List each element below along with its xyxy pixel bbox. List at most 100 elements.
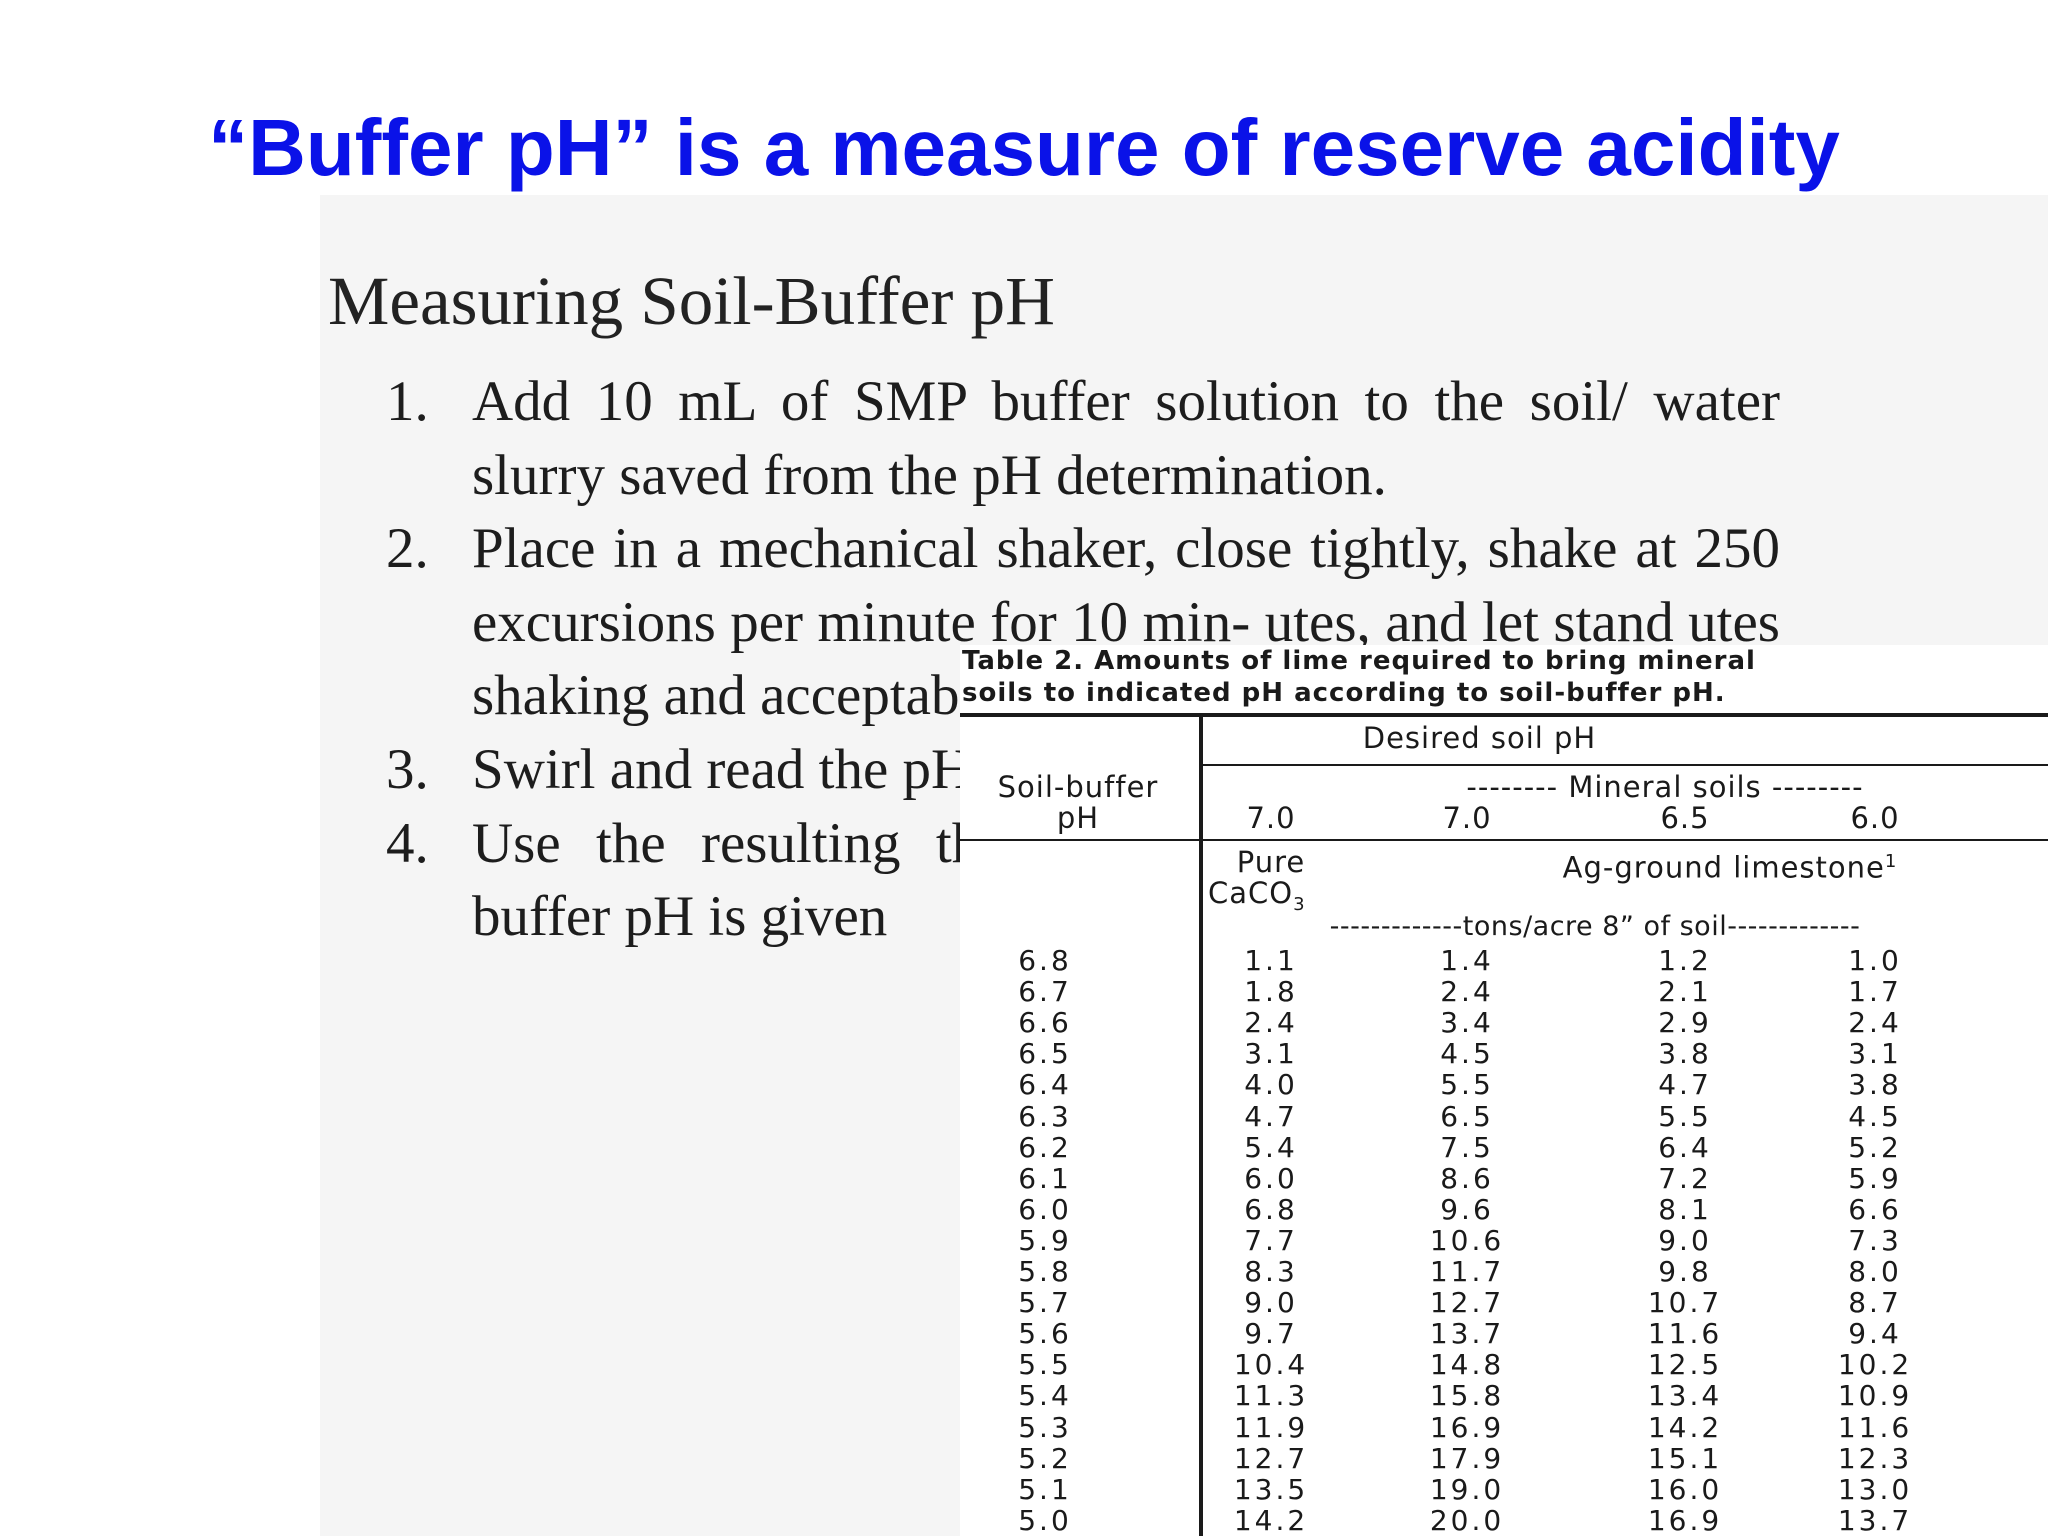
buffer-ph-cell: 6.8 <box>1018 944 1072 977</box>
lime-value-cell: 3.1 <box>1848 1037 1902 1071</box>
lime-value-cell: 4.5 <box>1848 1099 1902 1133</box>
lime-value-cell: 16.9 <box>1647 1503 1723 1536</box>
ag-label-text: Ag-ground limestone <box>1562 850 1885 885</box>
lime-value-cell: 3.1 <box>1244 1037 1298 1071</box>
lime-value-cell: 10.4 <box>1233 1348 1309 1382</box>
pure-formula: CaCO3 <box>1208 878 1320 920</box>
lime-value-cell: 6.0 <box>1244 1161 1298 1195</box>
buffer-ph-cell: 6.2 <box>1018 1130 1072 1164</box>
lime-value-cell: 2.4 <box>1440 975 1494 1009</box>
lime-value-cell: 5.2 <box>1848 1130 1902 1164</box>
buffer-ph-cell: 6.1 <box>1018 1161 1072 1195</box>
lime-value-cell: 9.4 <box>1848 1317 1902 1351</box>
buffer-ph-cell: 5.8 <box>1018 1255 1072 1288</box>
pure-formula-text: CaCO <box>1208 876 1294 910</box>
lime-value-cell: 14.2 <box>1647 1410 1723 1444</box>
lime-value-cell: 7.5 <box>1440 1130 1494 1164</box>
lime-value-cell: 8.7 <box>1848 1286 1902 1320</box>
lime-value-cell: 13.7 <box>1429 1317 1505 1351</box>
buffer-ph-cell: 5.7 <box>1018 1286 1072 1320</box>
buffer-ph-cell: 5.1 <box>1018 1472 1072 1506</box>
lime-value-cell: 2.1 <box>1658 975 1712 1009</box>
buffer-ph-cell: 5.2 <box>1018 1441 1072 1475</box>
lime-value-cell: 5.5 <box>1658 1099 1712 1133</box>
lime-value-cell: 10.9 <box>1837 1379 1913 1413</box>
lime-value-cell: 1.8 <box>1244 975 1298 1009</box>
lime-value-cell: 9.0 <box>1658 1223 1712 1257</box>
lime-value-cell: 1.4 <box>1440 944 1494 977</box>
buffer-ph-cell: 5.3 <box>1018 1410 1072 1444</box>
lime-value-cell: 4.7 <box>1658 1068 1712 1102</box>
buffer-ph-cell: 5.6 <box>1018 1317 1072 1351</box>
buffer-ph-cell: 5.5 <box>1018 1348 1072 1382</box>
lime-value-cell: 9.8 <box>1658 1255 1712 1288</box>
lime-value-cell: 2.4 <box>1848 1006 1902 1040</box>
lime-value-cell: 12.7 <box>1233 1441 1309 1475</box>
lime-value-cell: 15.8 <box>1429 1379 1505 1413</box>
lime-value-cell: 19.0 <box>1429 1472 1505 1506</box>
lime-value-cell: 13.0 <box>1837 1472 1913 1506</box>
step-text: Add 10 mL of SMP buffer solution to the … <box>472 370 1780 507</box>
lime-value-cell: 4.7 <box>1244 1099 1298 1133</box>
lime-value-cell: 1.0 <box>1848 944 1902 977</box>
lime-value-cell: 1.2 <box>1658 944 1712 977</box>
step-number: 1. <box>386 370 429 433</box>
lime-value-cell: 16.0 <box>1647 1472 1723 1506</box>
desired-rule <box>1201 764 2048 766</box>
lime-value-cell: 9.6 <box>1440 1192 1494 1226</box>
row-header-line2: pH <box>1056 801 1100 835</box>
mineral-header: -------- Mineral soils -------- <box>1466 770 1864 804</box>
target-ph: 6.0 <box>1850 801 1900 835</box>
table-caption-line2: soils to indicated pH according to soil-… <box>962 678 1726 708</box>
lime-value-cell: 4.5 <box>1440 1037 1494 1071</box>
lime-value-cell: 6.5 <box>1440 1099 1494 1133</box>
lime-value-cell: 8.0 <box>1848 1255 1902 1288</box>
lime-value-cell: 7.7 <box>1244 1223 1298 1257</box>
lime-value-cell: 11.6 <box>1647 1317 1723 1351</box>
lime-value-cell: 5.5 <box>1440 1068 1494 1102</box>
ag-label: Ag-ground limestone1 <box>1520 847 1940 883</box>
lime-value-cell: 5.4 <box>1244 1130 1298 1164</box>
lime-value-cell: 8.1 <box>1658 1192 1712 1226</box>
lime-value-cell: 7.2 <box>1658 1161 1712 1195</box>
buffer-ph-cell: 6.3 <box>1018 1099 1072 1133</box>
step-number: 4. <box>386 811 429 875</box>
row-header-line1: Soil-buffer <box>997 770 1159 804</box>
lime-value-cell: 20.0 <box>1429 1503 1505 1536</box>
lime-table: Table 2. Amounts of lime required to bri… <box>960 645 2048 1536</box>
pure-formula-subscript: 3 <box>1293 893 1306 915</box>
lime-value-cell: 6.4 <box>1658 1130 1712 1164</box>
lime-value-cell: 9.7 <box>1244 1317 1298 1351</box>
buffer-ph-cell: 6.5 <box>1018 1037 1072 1071</box>
buffer-ph-cell: 6.4 <box>1018 1068 1072 1102</box>
lime-value-cell: 10.2 <box>1837 1348 1913 1382</box>
table-caption: Table 2. Amounts of lime required to bri… <box>962 645 1756 709</box>
lime-value-cell: 12.3 <box>1837 1441 1913 1475</box>
lime-value-cell: 8.6 <box>1440 1161 1494 1195</box>
lime-value-cell: 2.9 <box>1658 1006 1712 1040</box>
step-item: 1. Add 10 mL of SMP buffer solution to t… <box>320 365 1780 512</box>
lime-value-cell: 11.3 <box>1233 1379 1309 1413</box>
lime-value-cell: 11.6 <box>1837 1410 1913 1444</box>
lime-value-cell: 17.9 <box>1429 1441 1505 1475</box>
lime-value-cell: 6.6 <box>1848 1192 1902 1226</box>
buffer-ph-cell: 6.6 <box>1018 1006 1072 1040</box>
lime-value-cell: 3.8 <box>1658 1037 1712 1071</box>
lime-value-cell: 12.7 <box>1429 1286 1505 1320</box>
units-row: -------------tons/acre 8” of soil-------… <box>1329 911 1861 942</box>
ag-footnote: 1 <box>1884 851 1898 872</box>
row-header-divider <box>1199 715 1203 1536</box>
lime-value-cell: 14.2 <box>1233 1503 1309 1536</box>
buffer-ph-cell: 5.0 <box>1018 1503 1072 1536</box>
step-number: 3. <box>386 737 429 801</box>
buffer-ph-cell: 5.4 <box>1018 1379 1072 1413</box>
lime-value-cell: 11.7 <box>1429 1255 1505 1288</box>
target-ph: 6.5 <box>1660 801 1710 835</box>
lime-value-cell: 3.4 <box>1440 1006 1494 1040</box>
buffer-ph-cell: 6.7 <box>1018 975 1072 1009</box>
lime-value-cell: 13.7 <box>1837 1503 1913 1536</box>
desired-header: Desired soil pH <box>1362 721 1597 755</box>
lime-value-cell: 1.1 <box>1244 944 1298 977</box>
lime-value-cell: 10.6 <box>1429 1223 1505 1257</box>
target-ph: 7.0 <box>1442 801 1492 835</box>
